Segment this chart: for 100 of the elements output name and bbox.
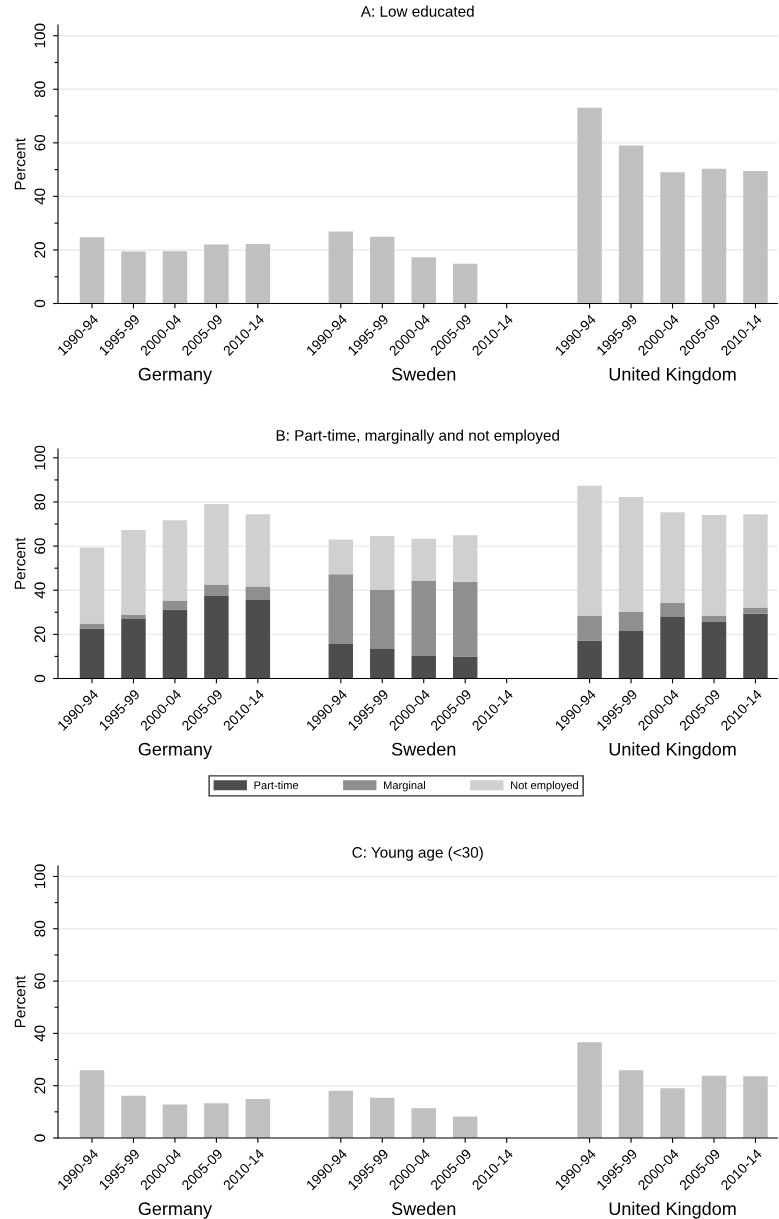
bar	[204, 244, 229, 304]
bar	[328, 231, 354, 304]
bar	[121, 614, 146, 619]
bar	[743, 613, 768, 679]
y-tick-label: 20	[34, 242, 46, 258]
y-tick-label: 40	[34, 188, 46, 205]
bar	[162, 600, 188, 610]
bar	[121, 1095, 146, 1138]
bar	[743, 607, 768, 614]
legend-label: Not employed	[511, 781, 578, 792]
text: Sweden	[391, 367, 456, 381]
bar	[743, 1076, 768, 1138]
bar	[370, 590, 395, 649]
chart-title: B: Part-time, marginally and not employed	[276, 429, 559, 444]
bar	[245, 586, 271, 600]
text: United Kingdom	[609, 1201, 736, 1219]
bar	[411, 655, 436, 679]
bar	[577, 107, 602, 304]
bar	[452, 581, 478, 657]
bar	[79, 1070, 105, 1138]
bar	[204, 595, 229, 679]
bar	[577, 485, 602, 616]
bar	[162, 1104, 188, 1138]
bar	[370, 1097, 395, 1138]
bar	[411, 257, 436, 304]
bar	[577, 1042, 602, 1138]
y-tick-label: 80	[34, 920, 46, 937]
text: Sweden	[391, 1201, 456, 1216]
bar	[452, 1116, 478, 1138]
bar	[245, 514, 271, 587]
y-tick-label: 0	[34, 299, 46, 308]
bar	[370, 648, 395, 679]
y-axis-title: Percent	[14, 138, 26, 190]
bar	[162, 609, 188, 679]
bar	[743, 514, 768, 608]
bar	[618, 145, 644, 304]
bar	[370, 236, 395, 304]
text: United Kingdom	[609, 742, 736, 760]
bar	[204, 1103, 229, 1138]
text: Germany	[138, 1202, 213, 1219]
bar	[618, 631, 644, 679]
bar	[618, 496, 644, 612]
y-tick-label: 80	[34, 81, 46, 98]
y-tick-label: 60	[34, 134, 46, 151]
text: Sweden	[391, 742, 456, 756]
y-tick-label: 100	[34, 864, 46, 889]
bar	[577, 615, 602, 641]
y-tick-label: 100	[34, 23, 46, 48]
y-tick-label: 60	[34, 973, 46, 989]
bar	[204, 584, 229, 596]
chart-title: A: Low educated	[360, 5, 474, 17]
bar	[162, 251, 188, 304]
bar	[328, 574, 354, 645]
bar	[660, 172, 685, 304]
bar	[328, 539, 354, 575]
bar	[452, 535, 478, 582]
bar	[660, 1088, 685, 1138]
bar	[79, 237, 105, 304]
y-axis-title: Percent	[14, 537, 26, 589]
bar	[79, 628, 105, 679]
text: Germany	[138, 742, 213, 760]
bar	[660, 512, 685, 604]
bar	[245, 244, 271, 304]
y-tick-label: 80	[34, 494, 46, 510]
y-tick-label: 0	[34, 1134, 46, 1142]
bar	[162, 520, 188, 601]
bar	[411, 538, 436, 581]
bar	[328, 1090, 354, 1138]
y-tick-label: 40	[34, 1025, 46, 1042]
y-tick-label: 20	[34, 1077, 46, 1094]
bar	[121, 251, 146, 304]
bar	[660, 616, 685, 679]
legend-label: Marginal	[384, 781, 425, 792]
bar	[411, 1108, 436, 1138]
legend-label: Part-time	[254, 781, 299, 790]
y-tick-label: 100	[34, 445, 46, 470]
bar	[121, 529, 146, 615]
bar	[618, 611, 644, 632]
bar	[79, 547, 105, 624]
text: Germany	[138, 367, 213, 385]
y-tick-label: 60	[34, 538, 46, 554]
y-tick-label: 40	[34, 582, 46, 599]
chart-title: C: Young age (<30)	[352, 846, 483, 861]
bar	[370, 535, 395, 591]
bar	[452, 656, 478, 679]
bar	[411, 580, 436, 656]
bar	[701, 514, 727, 616]
bar	[452, 263, 478, 304]
bar	[245, 599, 271, 679]
y-tick-label: 0	[34, 674, 46, 683]
bar	[204, 503, 229, 585]
bar	[701, 168, 727, 304]
bar	[245, 1099, 271, 1138]
y-axis-title: Percent	[14, 975, 26, 1028]
bar	[577, 640, 602, 679]
bar	[743, 170, 768, 304]
bar	[660, 603, 685, 617]
text: United Kingdom	[609, 367, 736, 385]
bar	[701, 615, 727, 623]
bar	[121, 618, 146, 679]
